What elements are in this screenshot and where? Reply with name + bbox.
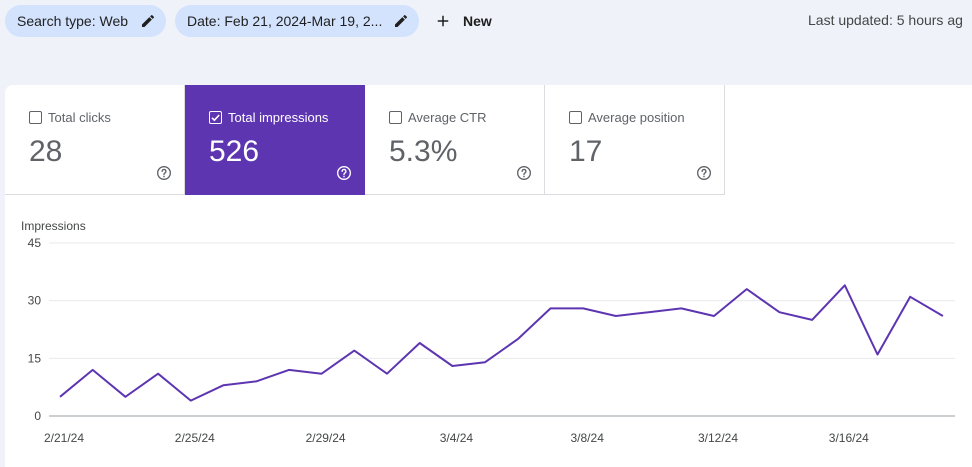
x-tick-label: 3/12/24 xyxy=(698,431,738,445)
y-tick-label: 0 xyxy=(34,409,41,423)
plus-icon xyxy=(437,15,449,27)
impressions-series-line xyxy=(59,284,944,402)
checkbox[interactable] xyxy=(29,111,42,124)
help-icon[interactable] xyxy=(336,165,352,181)
y-tick-label: 15 xyxy=(28,351,42,365)
date-range-chip[interactable]: Date: Feb 21, 2024-Mar 19, 2... xyxy=(175,5,419,37)
search-type-chip-label: Search type: Web xyxy=(17,13,129,29)
performance-card: Total clicks 28 Total impressions 526 xyxy=(5,85,972,467)
help-icon[interactable] xyxy=(696,165,712,181)
x-tick-label: 2/21/24 xyxy=(44,431,84,445)
last-updated-text: Last updated: 5 hours ag xyxy=(808,12,963,28)
checkbox[interactable] xyxy=(569,111,582,124)
pencil-icon[interactable] xyxy=(393,13,409,29)
new-filter-label: New xyxy=(463,13,492,29)
check-icon xyxy=(211,114,220,122)
pencil-icon[interactable] xyxy=(140,13,156,29)
x-tick-label: 3/4/24 xyxy=(440,431,474,445)
help-icon[interactable] xyxy=(156,165,172,181)
date-range-chip-label: Date: Feb 21, 2024-Mar 19, 2... xyxy=(187,13,383,29)
impressions-chart: Impressions 45 30 15 0 2/21/24 2/25/24 2/29/24… xyxy=(5,195,972,467)
y-axis-title: Impressions xyxy=(21,219,86,233)
metric-label: Total impressions xyxy=(228,110,329,125)
search-type-chip[interactable]: Search type: Web xyxy=(5,5,166,37)
x-tick-label: 2/29/24 xyxy=(306,431,346,445)
metric-label: Average position xyxy=(588,110,685,125)
metric-value: 28 xyxy=(29,135,63,168)
checkbox[interactable] xyxy=(389,111,402,124)
metric-value: 5.3% xyxy=(389,135,458,168)
new-filter-button[interactable]: New xyxy=(434,5,492,37)
x-tick-label: 2/25/24 xyxy=(175,431,215,445)
metric-tabs: Total clicks 28 Total impressions 526 xyxy=(5,85,725,195)
metric-total-clicks[interactable]: Total clicks 28 xyxy=(5,85,185,195)
x-tick-label: 3/16/24 xyxy=(829,431,869,445)
metric-label: Total clicks xyxy=(48,110,111,125)
metric-value: 526 xyxy=(209,135,260,168)
metric-total-impressions[interactable]: Total impressions 526 xyxy=(185,85,365,195)
checkbox-checked[interactable] xyxy=(209,111,222,124)
x-tick-label: 3/8/24 xyxy=(571,431,605,445)
filter-toolbar: Search type: Web Date: Feb 21, 2024-Mar … xyxy=(0,0,972,42)
help-icon[interactable] xyxy=(516,165,532,181)
y-tick-label: 45 xyxy=(28,236,42,250)
chart-canvas: 45 30 15 02/21/24 2/25/24 2/29/24 3/4/24 3/8/24… xyxy=(28,236,955,445)
metric-label: Average CTR xyxy=(408,110,487,125)
metric-average-position[interactable]: Average position 17 xyxy=(545,85,725,195)
metric-average-ctr[interactable]: Average CTR 5.3% xyxy=(365,85,545,195)
y-tick-label: 30 xyxy=(28,294,42,308)
metric-value: 17 xyxy=(569,135,603,168)
